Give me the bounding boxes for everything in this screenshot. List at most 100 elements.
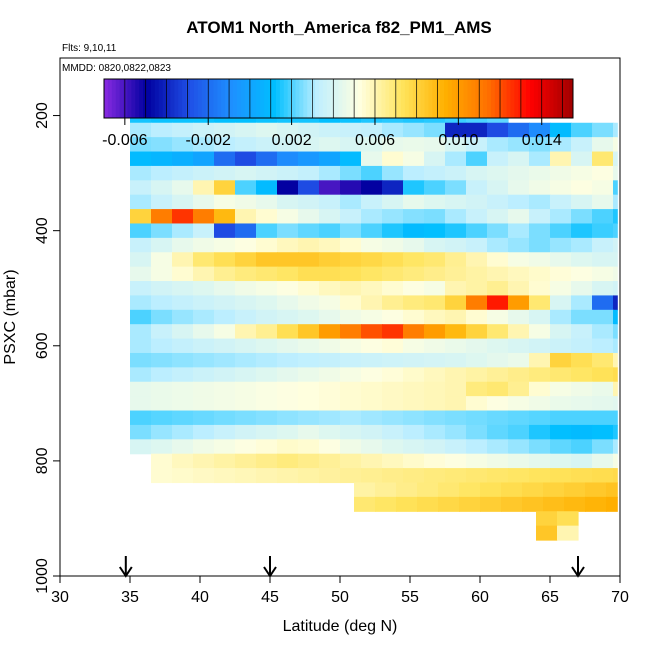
heat-cell xyxy=(235,367,257,383)
heat-cell xyxy=(382,165,404,181)
heat-cell xyxy=(613,180,618,196)
heat-cell xyxy=(571,453,593,469)
heat-cell xyxy=(571,122,593,138)
heat-cell xyxy=(592,252,614,268)
heat-cell xyxy=(529,194,551,210)
colorbar-segment xyxy=(541,79,547,118)
heat-cell xyxy=(592,237,614,253)
heat-cell xyxy=(130,122,152,138)
colorbar-segment xyxy=(307,79,312,118)
heat-cell xyxy=(340,424,362,440)
heat-cell xyxy=(480,496,502,512)
colorbar: -0.006 -0.002 0.002 0.006 0.010 0.014 xyxy=(102,78,574,149)
heat-cell xyxy=(613,281,618,297)
heat-cell xyxy=(235,223,257,239)
heat-cell xyxy=(403,381,425,397)
heat-cell xyxy=(613,424,618,440)
heat-cell xyxy=(529,453,551,469)
heat-cell xyxy=(193,367,215,383)
heat-cell xyxy=(382,180,404,196)
heat-cell xyxy=(235,194,257,210)
x-axis-label: Latitude (deg N) xyxy=(283,618,398,635)
heat-cell xyxy=(445,410,467,426)
colorbar-segment xyxy=(404,79,410,118)
heat-cell xyxy=(466,338,488,354)
colorbar-segment xyxy=(146,79,152,118)
heat-cell xyxy=(508,410,530,426)
heat-cell xyxy=(193,209,215,225)
heat-cell xyxy=(487,468,509,484)
colorbar-segment xyxy=(440,79,445,118)
heat-cell xyxy=(571,396,593,412)
colorbar-segment xyxy=(272,79,277,118)
heat-cell xyxy=(193,180,215,196)
heat-cell xyxy=(193,424,215,440)
heat-cell xyxy=(298,352,320,368)
heat-cell xyxy=(613,410,618,426)
colorbar-segment xyxy=(549,79,554,118)
heat-cell xyxy=(298,165,320,181)
heat-cell xyxy=(445,209,467,225)
heat-cell xyxy=(193,137,215,153)
colorbar-segment xyxy=(514,79,519,118)
heat-cell xyxy=(340,453,362,469)
heat-cell xyxy=(298,252,320,268)
heat-cell xyxy=(529,424,551,440)
colorbar-segment xyxy=(279,79,285,118)
heat-cell xyxy=(214,194,236,210)
heat-cell xyxy=(277,194,299,210)
heat-cell xyxy=(571,352,593,368)
colorbar-segment xyxy=(522,79,527,118)
heat-cell xyxy=(256,122,278,138)
heat-cell xyxy=(417,482,439,498)
x-tick-label: 35 xyxy=(121,589,139,606)
colorbar-segment xyxy=(182,79,187,118)
heat-cell xyxy=(130,281,152,297)
heat-cell xyxy=(466,367,488,383)
heat-cell xyxy=(466,180,488,196)
heat-cell xyxy=(403,453,425,469)
heat-cell xyxy=(403,223,425,239)
colorbar-segment xyxy=(490,79,496,118)
heat-cell xyxy=(466,137,488,153)
heat-cell xyxy=(592,151,614,167)
axes: 30 35 40 45 50 55 60 65 70 200 400 600 800 1000 xyxy=(34,102,629,606)
colorbar-segment xyxy=(225,79,230,118)
heat-cell xyxy=(564,482,586,498)
heat-cell xyxy=(550,281,572,297)
heat-cell xyxy=(298,468,320,484)
heat-cell xyxy=(151,266,173,282)
heat-cell xyxy=(214,453,236,469)
colorbar-segment xyxy=(412,79,418,118)
colorbar-segment xyxy=(342,79,347,118)
heat-cell xyxy=(438,496,460,512)
heat-cell xyxy=(361,165,383,181)
heat-cell xyxy=(214,352,236,368)
heat-cell xyxy=(193,151,215,167)
heat-cell xyxy=(592,453,614,469)
heat-cell xyxy=(550,237,572,253)
heat-cell xyxy=(235,439,257,455)
heat-cell xyxy=(445,180,467,196)
heat-cell xyxy=(277,209,299,225)
heat-cell xyxy=(403,281,425,297)
heat-cell xyxy=(193,266,215,282)
heat-cell xyxy=(466,122,488,138)
colorbar-segment xyxy=(275,79,281,118)
heat-cell xyxy=(319,410,341,426)
colorbar-segment xyxy=(197,79,203,118)
heat-cell xyxy=(256,180,278,196)
heat-cell xyxy=(529,381,551,397)
heat-cell xyxy=(382,396,404,412)
heat-cell xyxy=(193,281,215,297)
colorbar-segment xyxy=(358,79,363,118)
heat-cell xyxy=(571,295,593,311)
heat-cell xyxy=(550,151,572,167)
heat-cell xyxy=(487,309,509,325)
heat-cell xyxy=(466,396,488,412)
colorbar-segment xyxy=(447,79,453,118)
lat-markers xyxy=(118,556,585,578)
heat-cell xyxy=(529,209,551,225)
heat-cell xyxy=(193,396,215,412)
heat-cell xyxy=(298,439,320,455)
